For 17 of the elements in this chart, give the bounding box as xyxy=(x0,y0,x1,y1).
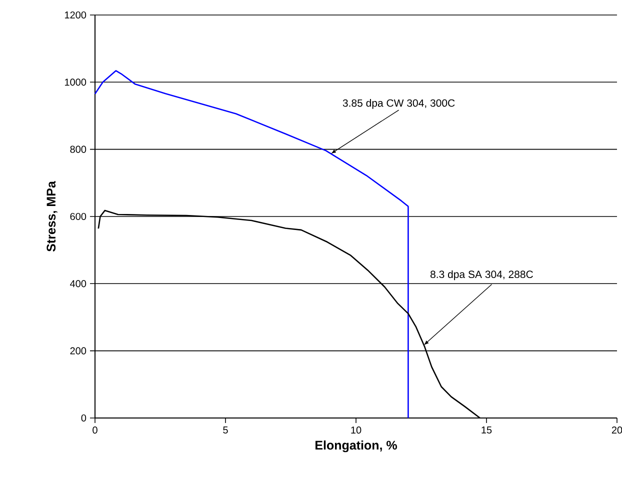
y-tick-label: 600 xyxy=(70,212,86,220)
y-tick-label: 400 xyxy=(70,280,86,288)
x-tick-label: 5 xyxy=(223,426,228,434)
line-series xyxy=(94,70,409,419)
y-tick-label: 0 xyxy=(81,414,86,422)
y-tick-label: 200 xyxy=(70,347,86,354)
x-tick-label: 20 xyxy=(612,426,622,434)
x-axis-title: Elongation, % xyxy=(316,440,397,452)
annotation: 3.85 dpa CW 304, 300C xyxy=(342,99,455,109)
y-tick-label: 800 xyxy=(70,146,86,153)
x-tick-label: 10 xyxy=(351,426,362,434)
y-axis-title: Stress, MPa xyxy=(46,181,58,252)
x-tick-label: 0 xyxy=(92,426,98,434)
y-tick-label: 1200 xyxy=(64,11,86,19)
y-tick-label: 1000 xyxy=(64,78,86,86)
x-tick-label: 15 xyxy=(482,426,492,434)
annotation: 8.3 dpa SA 304, 288C xyxy=(430,270,533,280)
